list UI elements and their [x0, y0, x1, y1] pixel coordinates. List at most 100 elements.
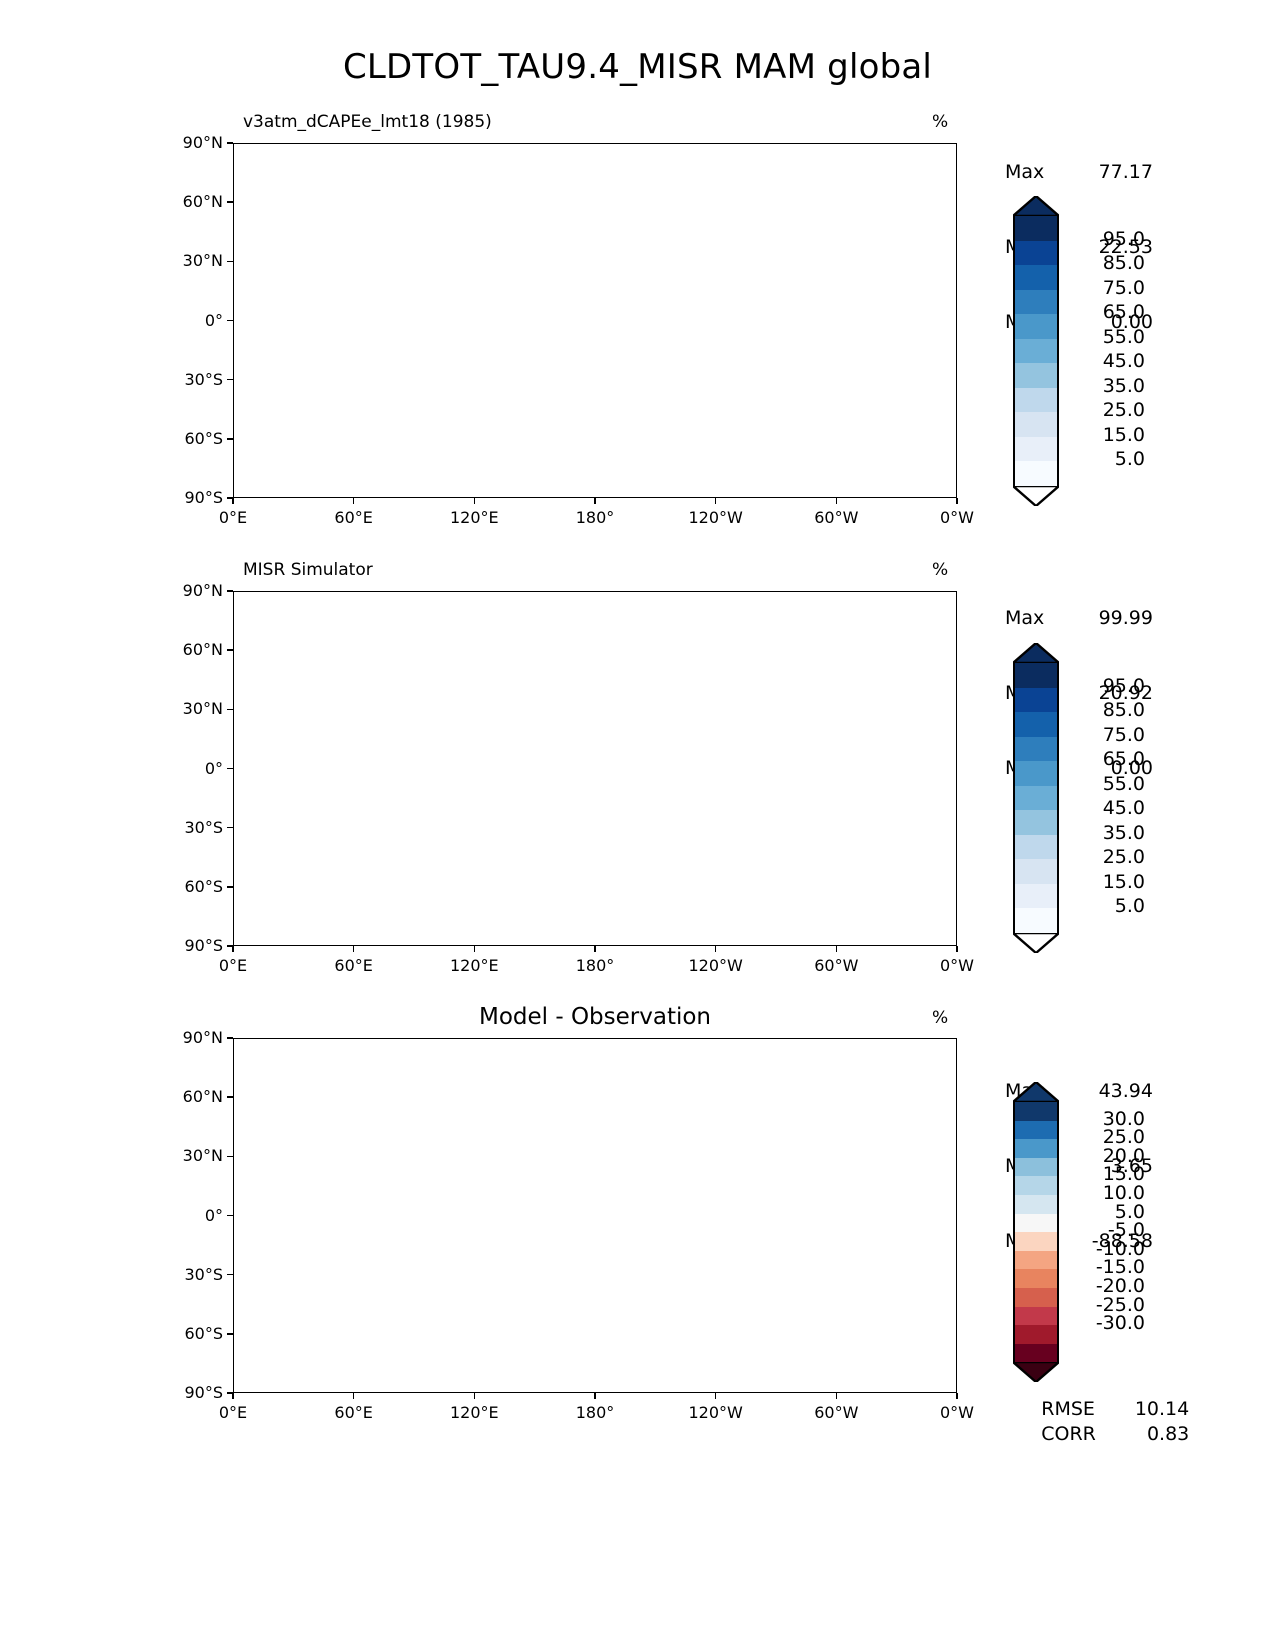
colorbar-band: [1015, 1176, 1057, 1195]
colorbar-tick-label: 15.0: [1102, 870, 1145, 893]
y-axis-tick-mark: [227, 649, 233, 651]
colorbar-band: [1015, 289, 1057, 314]
y-axis-tick-label: 90°S: [184, 936, 223, 955]
colorbar-extend-min-arrow: [1009, 931, 1063, 955]
y-axis-tick-label: 60°S: [184, 876, 223, 896]
colorbar-tick-label: 5.0: [1114, 448, 1145, 470]
map-difference[interactable]: [233, 1038, 957, 1393]
colorbar-tick-label: 30.0: [1102, 1107, 1145, 1130]
y-axis-tick-label: 90°S: [184, 1383, 223, 1402]
colorbar-band: [1015, 859, 1057, 884]
colorbar-tick-label: -5.0: [1107, 1219, 1145, 1242]
x-axis-tick-mark: [594, 498, 596, 504]
y-axis-tick-mark: [227, 1096, 233, 1098]
stat-mean-value: 22.53: [1098, 236, 1153, 258]
colorbar-band: [1015, 908, 1057, 933]
x-axis-tick-mark: [835, 946, 838, 952]
colorbar-band: [1015, 712, 1057, 737]
y-axis-tick-mark: [227, 1214, 233, 1217]
colorbar-band: [1015, 363, 1057, 388]
x-axis-tick-label: 120°W: [688, 508, 743, 527]
stat-rmse-value: 10.14: [1134, 1398, 1190, 1420]
x-axis-tick-label: 60°W: [814, 508, 859, 527]
colorbar-tick-label: 15.0: [1102, 1163, 1145, 1186]
colorbar-extend-max-arrow: [1009, 194, 1063, 218]
colorbar-band: [1015, 785, 1057, 810]
colorbar-tick-label: 25.0: [1102, 846, 1145, 868]
y-axis-tick-mark: [227, 497, 233, 499]
panel-observation-unit: %: [932, 560, 949, 580]
colorbar-tick-label: -25.0: [1095, 1293, 1145, 1316]
colorbar-tick-label: 85.0: [1102, 699, 1145, 721]
x-axis-tick-label: 0°W: [940, 956, 974, 975]
y-axis-tick-mark: [227, 708, 233, 711]
y-axis-tick-mark: [227, 826, 233, 829]
colorbar-band: [1015, 1250, 1057, 1270]
colorbar-band: [1015, 1269, 1057, 1288]
stat-corr-value: 0.83: [1146, 1423, 1190, 1445]
x-axis-tick-mark: [232, 946, 234, 952]
x-axis-tick-mark: [352, 498, 355, 504]
colorbar-band: [1015, 1213, 1057, 1233]
map-observation-canvas: [234, 592, 956, 945]
x-axis-tick-label: 60°W: [814, 1403, 859, 1422]
colorbar-band: [1015, 1287, 1057, 1307]
stat-max-value: 99.99: [1098, 607, 1153, 629]
map-model[interactable]: [233, 143, 957, 498]
colorbar-band: [1015, 834, 1057, 859]
map-observation[interactable]: [233, 591, 957, 946]
colorbar-observation[interactable]: 95.0 85.0 75.0 65.0 55.0 45.0 35.0 25.0 15.0 5.0: [1009, 641, 1169, 955]
y-axis-tick-label: 60°S: [184, 1323, 223, 1343]
x-axis-tick-label: 0°E: [218, 1403, 248, 1422]
x-axis-tick-mark: [352, 1393, 355, 1399]
y-axis-tick-label: 0°: [204, 1205, 223, 1225]
x-axis-tick-mark: [594, 946, 596, 952]
colorbar-band: [1015, 663, 1057, 688]
y-axis-tick-mark: [227, 201, 233, 203]
map-difference-canvas: [234, 1039, 956, 1392]
colorbar-band: [1015, 216, 1057, 241]
colorbar-band: [1015, 436, 1057, 461]
colorbar-band: [1015, 810, 1057, 835]
colorbar-tick-label: -10.0: [1095, 1237, 1145, 1260]
colorbar-tick-label: 95.0: [1102, 227, 1145, 250]
colorbar-extend-max-arrow: [1009, 1080, 1063, 1104]
colorbar-tick-label: 95.0: [1102, 674, 1145, 697]
y-axis-tick-mark: [227, 945, 233, 947]
colorbar-band: [1015, 687, 1057, 712]
colorbar-tick-label: 65.0: [1102, 748, 1145, 770]
panel-observation-label: MISR Simulator: [243, 560, 373, 580]
y-axis-tick-label: 60°N: [182, 640, 223, 660]
y-axis-tick-mark: [227, 142, 233, 144]
colorbar-model[interactable]: 95.0 85.0 75.0 65.0 55.0 45.0 35.0 25.0 15.0 5.0: [1009, 194, 1169, 508]
colorbar-band: [1015, 1120, 1057, 1140]
x-axis-tick-label: 60°E: [334, 956, 373, 975]
y-axis-tick-label: 30°S: [184, 817, 223, 837]
panel-model-label: v3atm_dCAPEe_lmt18 (1985): [243, 112, 492, 132]
y-axis-tick-label: 60°S: [184, 428, 223, 448]
colorbar-gradient: [1013, 663, 1059, 933]
colorbar-tick-label: 55.0: [1102, 325, 1145, 348]
y-axis-tick-mark: [227, 1155, 233, 1158]
colorbar-difference[interactable]: 30.0 25.0 20.0 15.0 10.0 5.0 -5.0 -10.0 -15.0 -20…: [1009, 1080, 1169, 1384]
x-axis-tick-mark: [473, 946, 476, 952]
colorbar-extend-min-arrow: [1009, 1361, 1063, 1384]
colorbar-band: [1015, 461, 1057, 486]
colorbar-tick-label: 25.0: [1102, 1126, 1145, 1149]
y-axis-tick-label: 90°N: [182, 1028, 223, 1047]
x-axis-tick-label: 60°W: [814, 956, 859, 975]
colorbar-band: [1015, 1343, 1057, 1363]
colorbar-tick-label: 55.0: [1102, 772, 1145, 795]
colorbar-tick-label: 35.0: [1102, 374, 1145, 397]
x-axis-tick-label: 0°E: [218, 508, 248, 527]
colorbar-band: [1015, 1102, 1057, 1121]
y-axis-tick-mark: [227, 438, 233, 440]
x-axis-tick-mark: [956, 498, 958, 504]
colorbar-band: [1015, 1194, 1057, 1214]
stat-min-value: 0.00: [1110, 311, 1153, 333]
x-axis-tick-label: 120°E: [450, 956, 499, 975]
x-axis-tick-label: 120°W: [688, 1403, 743, 1422]
colorbar-gradient: [1013, 1102, 1059, 1363]
x-axis-tick-label: 0°W: [940, 1403, 974, 1422]
colorbar-band: [1015, 883, 1057, 908]
